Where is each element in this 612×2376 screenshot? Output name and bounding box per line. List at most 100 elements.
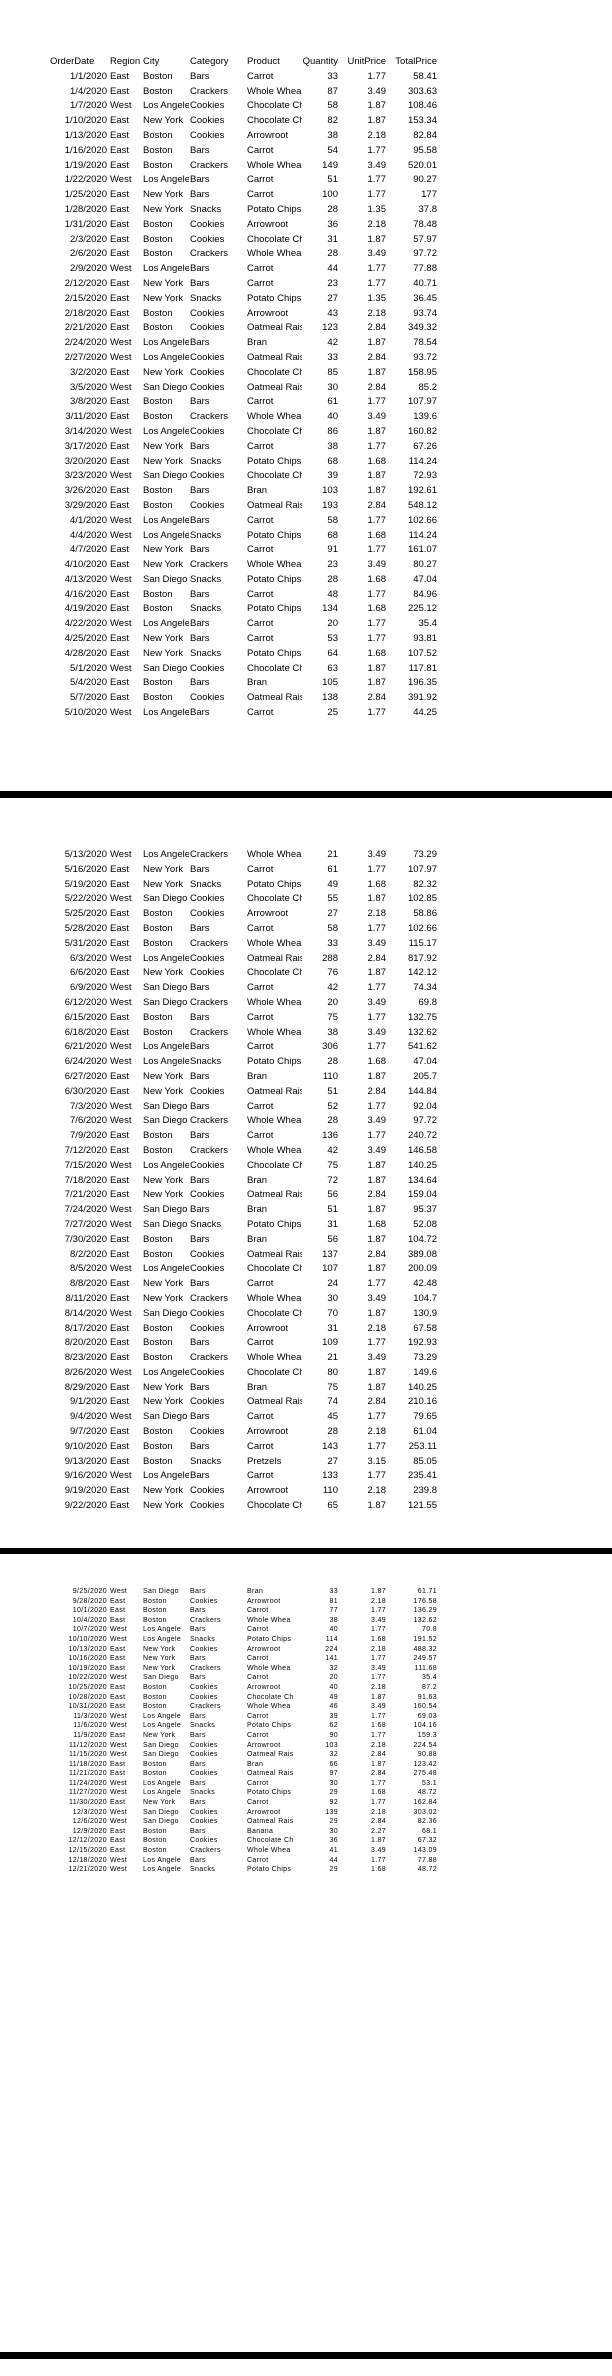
cell-quantity: 193 (322, 499, 338, 511)
cell-totalprice: 67.32 (417, 1837, 437, 1845)
cell-unitprice: 3.49 (367, 1144, 387, 1156)
table-row: 1/7/2020 West Los Angele Cookies Chocolate C… (50, 99, 442, 114)
cell-unitprice: 2.84 (367, 952, 387, 964)
cell-city: San Diego (143, 996, 188, 1008)
cell-totalprice: 140.25 (407, 1159, 437, 1171)
cell-category: Bars (190, 1411, 210, 1423)
cell-orderdate: 7/18/2020 (64, 1174, 107, 1186)
cell-totalprice: 240.72 (407, 1130, 437, 1142)
cell-city: New York (143, 559, 184, 571)
cell-city: Boston (143, 588, 173, 600)
cell-city: New York (143, 1278, 184, 1290)
cell-product: Carrot (247, 1856, 269, 1864)
cell-category: Bars (190, 396, 210, 408)
cell-orderdate: 5/1/2020 (70, 662, 107, 674)
cell-category: Snacks (190, 1455, 222, 1467)
cell-totalprice: 162.84 (413, 1799, 437, 1807)
cell-region: East (110, 1292, 130, 1304)
cell-quantity: 109 (322, 1337, 338, 1349)
cell-totalprice: 104.16 (413, 1722, 437, 1730)
cell-quantity: 40 (329, 1626, 338, 1634)
cell-quantity: 28 (327, 203, 338, 215)
cell-unitprice: 1.77 (367, 440, 387, 452)
cell-unitprice: 1.77 (367, 863, 387, 875)
cell-unitprice: 1.77 (367, 1337, 387, 1349)
cell-unitprice: 2.84 (370, 1770, 386, 1778)
cell-city: New York (143, 440, 184, 452)
table-row: 5/31/2020 East Boston Crackers Whole Whea 33 3… (50, 937, 442, 952)
cell-product: Whole Whea (247, 559, 302, 571)
cell-city: San Diego (143, 1751, 179, 1759)
cell-totalprice: 117.81 (408, 662, 437, 674)
cell-unitprice: 3.49 (367, 1292, 387, 1304)
cell-unitprice: 1.77 (370, 1655, 386, 1663)
cell-city: Boston (143, 1011, 173, 1023)
cell-city: Boston (143, 1455, 173, 1467)
cell-product: Whole Whea (247, 1616, 291, 1624)
cell-totalprice: 153.34 (407, 115, 437, 127)
cell-quantity: 75 (327, 1159, 338, 1171)
cell-quantity: 36 (327, 218, 338, 230)
cell-unitprice: 2.84 (367, 1189, 387, 1201)
cell-category: Bars (190, 633, 210, 645)
cell-category: Snacks (190, 292, 222, 304)
cell-region: West (110, 1626, 128, 1634)
cell-orderdate: 6/15/2020 (64, 1011, 107, 1023)
cell-product: Oatmeal Rais (247, 381, 302, 393)
cell-city: Boston (143, 1322, 173, 1334)
cell-product: Carrot (247, 1626, 269, 1634)
cell-orderdate: 6/24/2020 (64, 1056, 107, 1068)
cell-region: West (110, 337, 132, 349)
cell-orderdate: 5/16/2020 (64, 863, 107, 875)
cell-product: Bran (247, 1381, 268, 1393)
cell-unitprice: 2.84 (367, 322, 387, 334)
cell-city: Los Angele (143, 1056, 189, 1068)
cell-region: West (110, 1159, 132, 1171)
cell-city: New York (143, 1500, 184, 1512)
cell-unitprice: 1.87 (367, 1381, 387, 1393)
cell-unitprice: 1.77 (367, 618, 387, 630)
cell-unitprice: 1.77 (367, 514, 387, 526)
cell-totalprice: 93.74 (413, 307, 437, 319)
cell-category: Cookies (190, 1837, 218, 1845)
cell-quantity: 224 (325, 1645, 338, 1653)
cell-region: West (110, 573, 132, 585)
cell-city: Los Angele (143, 1856, 182, 1864)
cell-quantity: 76 (327, 967, 338, 979)
cell-product: Whole Whea (247, 1292, 302, 1304)
cell-quantity: 39 (329, 1712, 338, 1720)
cell-city: Boston (143, 1144, 173, 1156)
cell-unitprice: 1.77 (370, 1674, 386, 1682)
cell-orderdate: 10/28/2020 (68, 1693, 107, 1701)
cell-unitprice: 3.49 (367, 559, 387, 571)
cell-orderdate: 3/23/2020 (64, 470, 107, 482)
cell-totalprice: 192.61 (407, 485, 437, 497)
cell-product: Carrot (247, 263, 274, 275)
cell-region: West (110, 381, 132, 393)
cell-region: West (110, 1818, 128, 1826)
cell-unitprice: 1.77 (367, 922, 387, 934)
cell-city: Los Angele (143, 514, 189, 526)
cell-totalprice: 158.95 (407, 366, 437, 378)
cell-category: Bars (190, 1674, 206, 1682)
cell-city: New York (143, 1645, 176, 1653)
cell-city: Boston (143, 411, 173, 423)
cell-city: Los Angele (143, 174, 189, 186)
cell-quantity: 25 (327, 707, 338, 719)
table-row: 2/9/2020 West Los Angele Bars Carrot 44 1.77 77… (50, 262, 442, 277)
cell-region: East (110, 908, 130, 920)
cell-product: Carrot (247, 707, 274, 719)
cell-city: New York (143, 1292, 184, 1304)
cell-quantity: 20 (327, 996, 338, 1008)
cell-category: Cookies (190, 100, 225, 112)
cell-totalprice: 134.64 (407, 1174, 437, 1186)
cell-category: Bars (190, 1381, 210, 1393)
cell-orderdate: 9/10/2020 (64, 1440, 107, 1452)
cell-category: Crackers (190, 85, 229, 97)
header-category: Category (190, 56, 229, 67)
cell-orderdate: 7/6/2020 (70, 1115, 107, 1127)
cell-quantity: 64 (327, 647, 338, 659)
cell-product: Chocolate Ch (247, 662, 302, 674)
cell-category: Bars (190, 1070, 210, 1082)
cell-product: Chocolate Ch (247, 115, 302, 127)
